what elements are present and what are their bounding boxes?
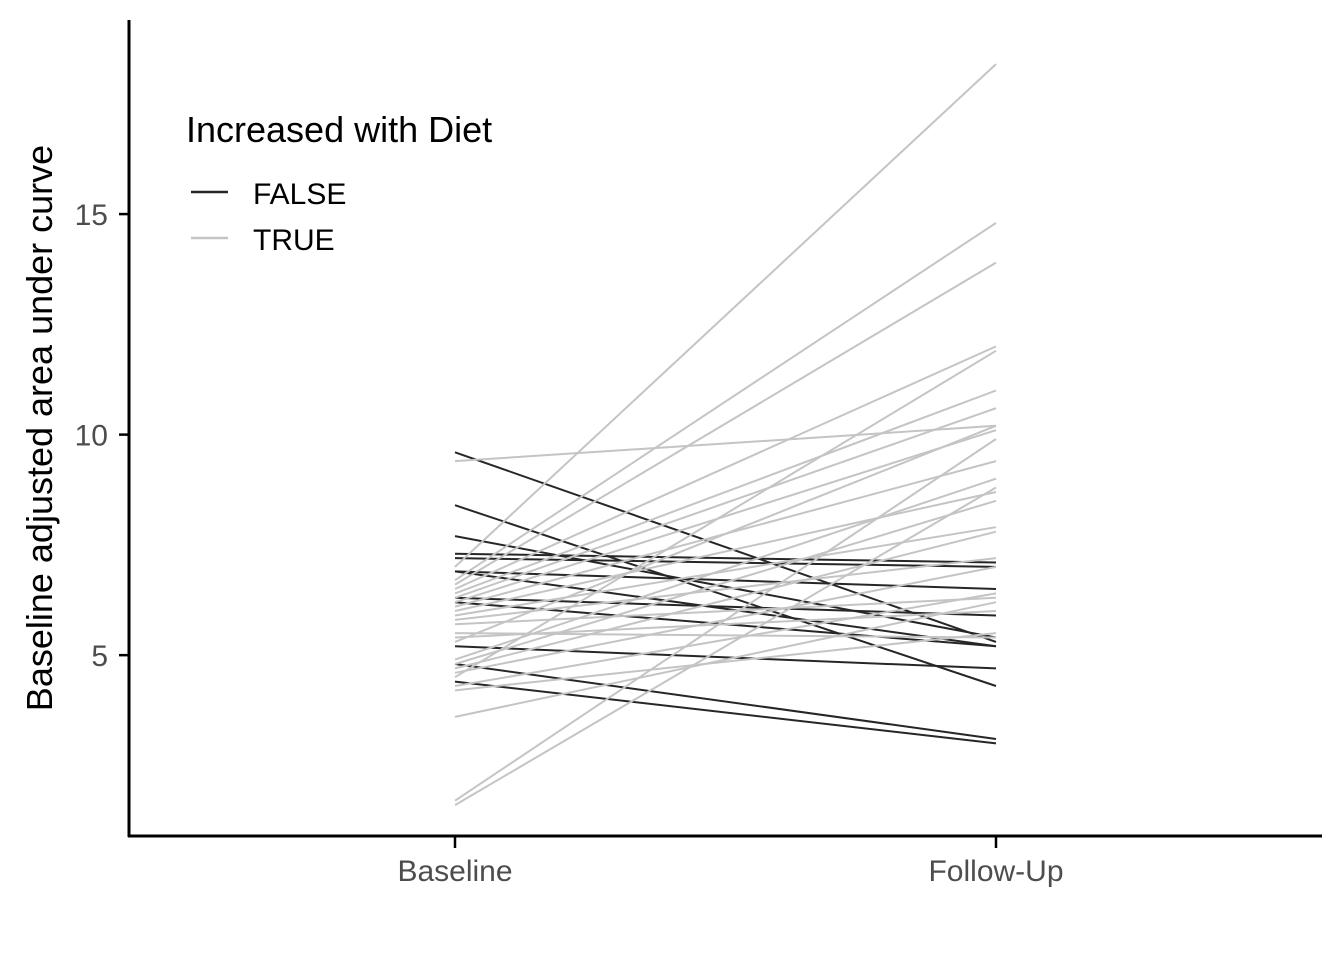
series-line-true-7	[454, 407, 997, 599]
series-line-true-4	[454, 261, 997, 586]
legend-label-true: TRUE	[253, 224, 335, 257]
series-line-true-2	[454, 63, 997, 568]
series-line-true-6	[454, 389, 997, 595]
y-axis-title: Baseline adjusted area under curve	[19, 145, 60, 711]
series-line-true-10	[454, 491, 997, 612]
series-line-false-4	[454, 552, 997, 564]
series-line-true-5	[454, 345, 997, 590]
series-line-true-8	[454, 429, 997, 604]
series-line-true-19	[454, 530, 997, 670]
series-line-true-15	[454, 610, 997, 639]
y-ticks: 5 10 15	[75, 199, 129, 673]
y-tick-label-15: 15	[75, 199, 108, 232]
legend: Increased with Diet FALSE TRUE	[186, 109, 492, 257]
series-line-true-18	[454, 499, 997, 665]
series-line-true-12	[454, 557, 997, 621]
series-line-true-26	[454, 486, 997, 806]
series-line-true-23	[454, 632, 997, 692]
series-line-true-24	[454, 601, 997, 718]
series-line-false-2	[454, 504, 997, 687]
y-tick-label-10: 10	[75, 420, 108, 453]
true-series-lines	[454, 63, 997, 806]
series-line-true-22	[454, 592, 997, 687]
series-line-true-17	[454, 477, 997, 661]
series-line-true-11	[454, 526, 997, 617]
legend-label-false: FALSE	[253, 178, 346, 211]
series-line-false-7	[454, 570, 997, 648]
x-tick-label-baseline: Baseline	[397, 855, 512, 888]
series-line-true-25	[454, 438, 997, 802]
series-line-false-11	[454, 663, 997, 740]
series-line-true-21	[454, 349, 997, 679]
legend-title: Increased with Diet	[186, 109, 492, 150]
series-line-true-3	[454, 222, 997, 582]
series-line-true-1	[454, 424, 997, 463]
series-line-true-16	[454, 424, 997, 643]
series-line-true-13	[454, 596, 997, 626]
series-line-false-10	[454, 645, 997, 670]
series-line-false-12	[454, 680, 997, 745]
x-tick-label-follow-up: Follow-Up	[928, 855, 1063, 888]
y-tick-label-5: 5	[91, 640, 108, 673]
x-ticks: Baseline Follow-Up	[397, 837, 1064, 888]
